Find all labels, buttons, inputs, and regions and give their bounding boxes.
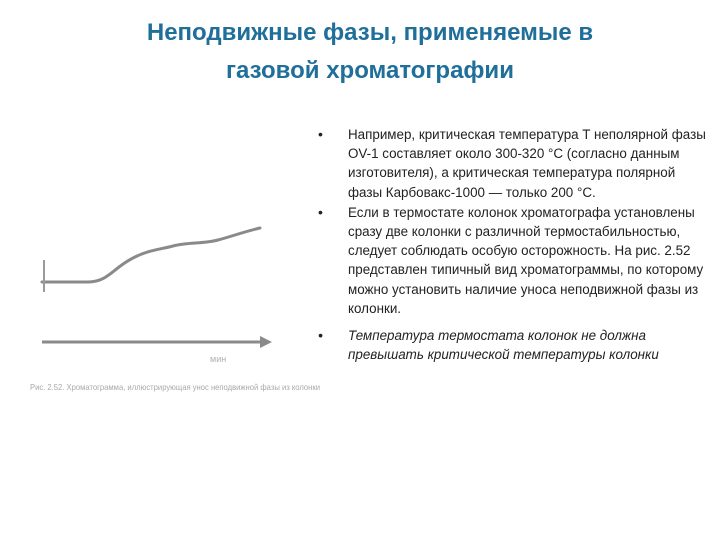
bullet-list: Например, критическая температура T непо… — [318, 125, 712, 365]
chromatogram-image: мин Рис. 2.52. Хроматограмма, иллюстриру… — [30, 226, 320, 392]
chromatogram-figure: мин Рис. 2.52. Хроматограмма, иллюстриру… — [28, 226, 328, 426]
figure-caption: Рис. 2.52. Хроматограмма, иллюстрирующая… — [30, 383, 320, 392]
slide-title: Неподвижные фазы, применяемые в газовой … — [60, 14, 680, 90]
bullet-item-thermostat-limit: Температура термостата колонок не должна… — [318, 326, 712, 364]
bullet-item-two-columns: Если в термостате колонок хроматографа у… — [318, 203, 712, 318]
time-axis-arrowhead — [260, 336, 272, 348]
bullet-item-critical-temperature: Например, критическая температура T непо… — [318, 125, 712, 202]
slide-title-line-1: Неподвижные фазы, применяемые в — [146, 19, 594, 46]
time-axis-label: мин — [210, 354, 226, 364]
slide-title-line-2: газовой хроматографии — [226, 57, 514, 84]
chromatogram-signal-line — [40, 226, 262, 284]
